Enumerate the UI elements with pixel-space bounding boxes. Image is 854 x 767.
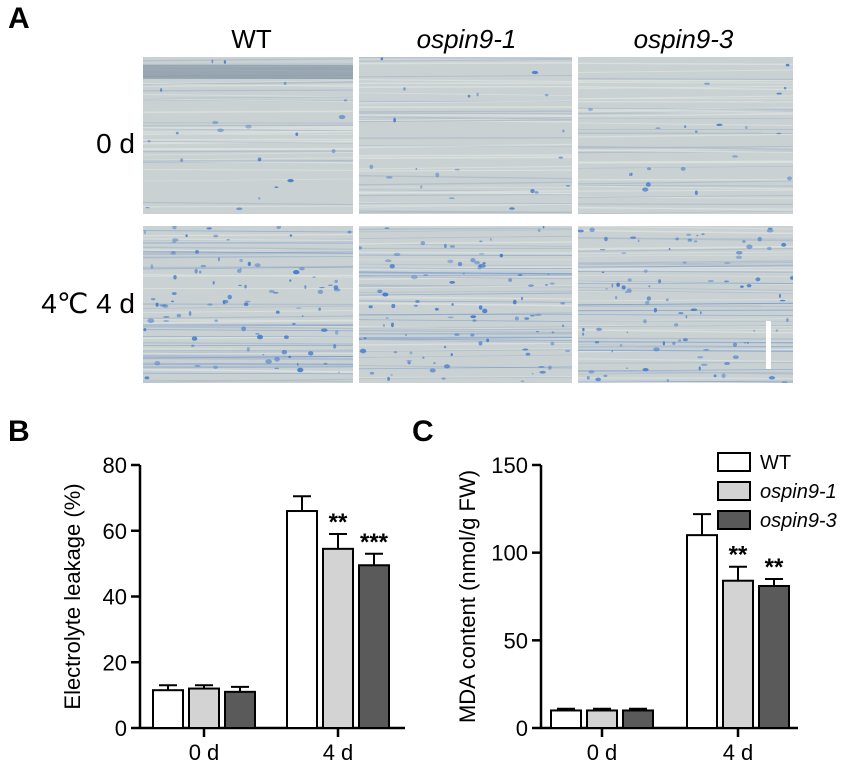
column-label-ospin9-3: ospin9-3 [633, 24, 734, 54]
micrograph-ospin9-1-0d [359, 57, 572, 214]
y-axis-label: Electrolyte leakage (%) [60, 483, 85, 709]
bar [722, 579, 754, 729]
x-tick-label: 4 d [323, 740, 354, 765]
y-axis-label: MDA content (nmol/g FW) [455, 470, 480, 723]
bar [152, 689, 184, 730]
column-label-wt: WT [231, 24, 272, 54]
row-label-0d: 0 d [96, 128, 135, 159]
legend-label: ospin9-3 [760, 510, 837, 532]
scale-bar [766, 321, 771, 369]
x-tick-label: 4 d [723, 740, 754, 765]
bar [686, 534, 718, 729]
bar [322, 547, 354, 729]
bar [224, 690, 256, 729]
y-tick-label: 100 [491, 541, 528, 566]
column-label-ospin9-1: ospin9-1 [416, 24, 517, 54]
y-tick-label: 60 [103, 519, 127, 544]
legend-label: ospin9-1 [760, 481, 837, 503]
significance-label: ** [765, 554, 784, 581]
panel-c-letter: C [412, 415, 434, 448]
micrograph-ospin9-1-4c [359, 226, 572, 383]
legend-label: WT [760, 452, 791, 474]
significance-label: ** [329, 509, 348, 536]
micrograph-ospin9-3-0d [578, 57, 793, 214]
y-tick-label: 20 [103, 650, 127, 675]
y-tick-label: 50 [504, 628, 528, 653]
micrograph-wt-0d [143, 57, 353, 214]
chart-electrolyte-leakage: 0 20 40 60 80 Electrolyte leakage (%) 0 d 4 d **… [60, 453, 405, 765]
significance-label: ** [729, 542, 748, 569]
micrograph-ospin9-3-4c [578, 226, 793, 383]
x-tick-label: 0 d [587, 740, 618, 765]
bar [286, 510, 318, 730]
legend-swatch [717, 481, 751, 501]
bar [358, 564, 390, 729]
bar [188, 687, 220, 729]
bar [622, 709, 654, 730]
y-tick-label: 150 [491, 453, 528, 478]
significance-label: *** [360, 529, 389, 556]
panel-a-letter: A [8, 2, 30, 35]
panel-b-letter: B [8, 415, 30, 448]
chart-mda-content: 0 50 100 150 MDA content (nmol/g FW) 0 d 4 d **… [455, 452, 837, 765]
row-label-4c-4d: 4℃ 4 d [41, 288, 135, 319]
micrograph-wt-4c [143, 226, 353, 383]
legend-swatch [717, 452, 751, 472]
bar [550, 709, 582, 730]
y-tick-label: 80 [103, 453, 127, 478]
bar [586, 709, 618, 730]
x-tick-label: 0 d [189, 740, 220, 765]
y-tick-label: 0 [115, 716, 127, 741]
y-tick-label: 40 [103, 585, 127, 610]
legend-swatch [717, 510, 751, 530]
bar [758, 584, 790, 729]
y-tick-label: 0 [516, 716, 528, 741]
